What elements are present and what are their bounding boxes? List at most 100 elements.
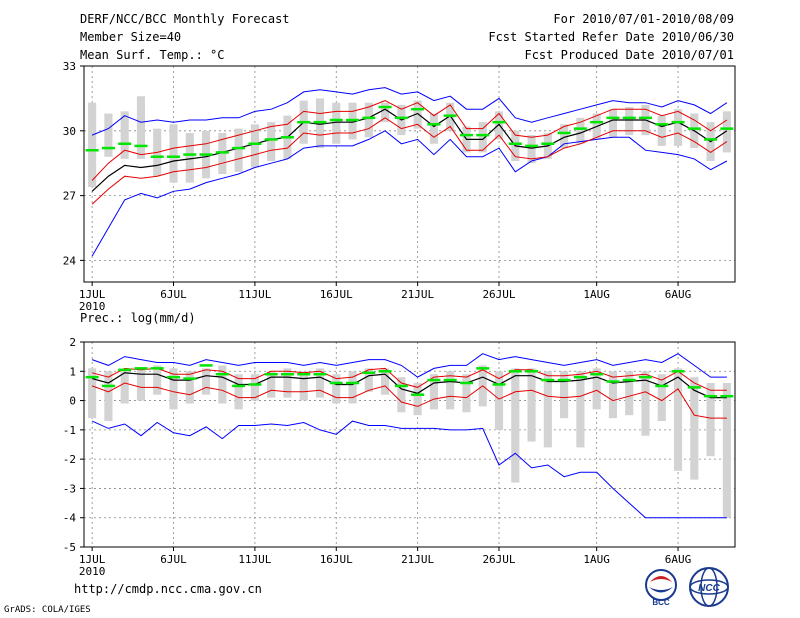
- prec-ensemble-mean-line: [91, 372, 727, 399]
- temp-spread-box: [413, 100, 422, 129]
- temp-spread-box: [136, 96, 146, 159]
- temp-outer-lower-line: [91, 130, 728, 257]
- prec-spread-box: [429, 374, 438, 410]
- temp-spread-box: [267, 122, 276, 162]
- prec-year-label: 2010: [79, 565, 106, 578]
- temp-inner-lower-line: [91, 117, 728, 205]
- prec-spread-box: [657, 374, 666, 422]
- source-url[interactable]: http://cmdp.ncc.cma.gov.cn: [74, 582, 262, 596]
- temp-spread-box: [722, 111, 731, 153]
- prec-spread-box: [364, 368, 373, 392]
- prec-ytick-label: -5: [63, 541, 76, 554]
- prec-xtick-label: 6JUL: [160, 553, 187, 566]
- temp-spread-box: [560, 124, 569, 149]
- temp-spread-box: [478, 122, 487, 153]
- prec-spread-box: [462, 374, 471, 413]
- prec-ytick-label: -3: [63, 482, 76, 495]
- prec-outer-lower-line: [91, 420, 727, 519]
- prec-xtick-label: 21JUL: [401, 553, 434, 566]
- temp-spread-box: [364, 102, 373, 138]
- prec-spread-box: [283, 368, 292, 398]
- prec-spread-box: [381, 368, 390, 395]
- svg-text:BCC: BCC: [652, 598, 670, 607]
- prec-spread-box: [690, 377, 699, 480]
- temp-spread-box: [185, 132, 194, 183]
- prec-ytick-label: -2: [63, 453, 76, 466]
- prec-spread-box: [169, 368, 178, 410]
- prec-spread-box: [332, 374, 341, 404]
- prec-inner-upper-line: [91, 367, 727, 391]
- prec-ytick-label: 0: [69, 395, 76, 408]
- prec-inner-lower-line: [91, 382, 727, 419]
- temp-xtick-label: 6JUL: [160, 288, 187, 301]
- temp-spread-box: [169, 124, 178, 183]
- prec-spread-box: [120, 371, 129, 404]
- temp-spread-box: [104, 113, 113, 157]
- temp-xtick-label: 1JUL: [79, 288, 106, 301]
- prec-ytick-label: -1: [63, 424, 76, 437]
- temp-ytick-label: 33: [63, 60, 76, 73]
- temp-outer-upper-line: [91, 87, 728, 136]
- prec-spread-box: [576, 371, 585, 448]
- variable-label: Mean Surf. Temp.: °C: [80, 48, 225, 62]
- bcc-logo: BCC: [645, 569, 677, 607]
- temp-spread-box: [608, 109, 618, 138]
- temp-xtick-label: 16JUL: [320, 288, 353, 301]
- prec-xtick-label: 1AUG: [583, 553, 610, 566]
- prec-spread-box: [413, 383, 422, 416]
- figure-title: DERF/NCC/BCC Monthly Forecast: [80, 12, 290, 26]
- prec-spread-box: [706, 383, 715, 457]
- temp-year-label: 2010: [79, 300, 106, 313]
- prec-spread-box: [234, 374, 243, 410]
- prec-spread-box: [722, 383, 731, 518]
- prec-spread-box: [560, 371, 569, 419]
- svg-text:NCC: NCC: [698, 583, 720, 594]
- temp-spread-box: [332, 102, 341, 144]
- forecast-period-label: For 2010/07/01-2010/08/09: [553, 12, 734, 26]
- fcst-produced-label: Fcst Produced Date 2010/07/01: [524, 48, 734, 62]
- prec-spread-box: [201, 368, 211, 395]
- prec-spread-box: [543, 371, 552, 448]
- temp-spread-box: [657, 115, 666, 146]
- prec-xtick-label: 11JUL: [238, 553, 271, 566]
- temp-spread-box: [120, 111, 129, 159]
- prec-spread-box: [608, 371, 618, 419]
- prec-spread-box: [88, 368, 97, 419]
- prec-spread-box: [185, 371, 194, 404]
- prec-spread-box: [673, 368, 683, 471]
- prec-spread-box: [446, 371, 455, 410]
- prec-ytick-label: 2: [69, 336, 76, 349]
- prec-spread-box: [511, 368, 520, 483]
- ncc-logo: NCC: [689, 567, 729, 607]
- prec-spread-box: [218, 365, 227, 404]
- temp-spread-box: [576, 117, 585, 144]
- prec-spread-box: [625, 371, 634, 416]
- prec-spread-box: [527, 368, 536, 442]
- prec-ytick-label: 1: [69, 365, 76, 378]
- prec-xtick-label: 26JUL: [482, 553, 515, 566]
- temp-spread-box: [381, 102, 390, 123]
- prec-spread-box: [153, 365, 162, 395]
- temp-spread-box: [625, 107, 634, 136]
- prec-spread-box: [267, 371, 276, 398]
- prec-spread-box: [104, 371, 113, 422]
- temp-spread-box: [673, 109, 683, 146]
- temp-xtick-label: 6AUG: [665, 288, 692, 301]
- temp-spread-box: [88, 102, 97, 187]
- prec-spread-box: [250, 374, 259, 401]
- prec-spread-box: [348, 371, 357, 404]
- temp-ensemble-mean-line: [91, 108, 728, 192]
- temp-plot-frame: [83, 65, 736, 283]
- prec-ytick-label: -4: [63, 512, 77, 525]
- prec-spread-box: [397, 377, 406, 413]
- prec-spread-box: [641, 371, 650, 436]
- temp-spread-box: [527, 135, 536, 164]
- prec-panel-title: Prec.: log(mm/d): [80, 311, 196, 325]
- prec-spread-box: [299, 371, 308, 401]
- prec-spread-box: [592, 368, 601, 410]
- temp-xtick-label: 11JUL: [238, 288, 271, 301]
- prec-spread-box: [494, 371, 504, 430]
- temp-spread-box: [429, 113, 438, 144]
